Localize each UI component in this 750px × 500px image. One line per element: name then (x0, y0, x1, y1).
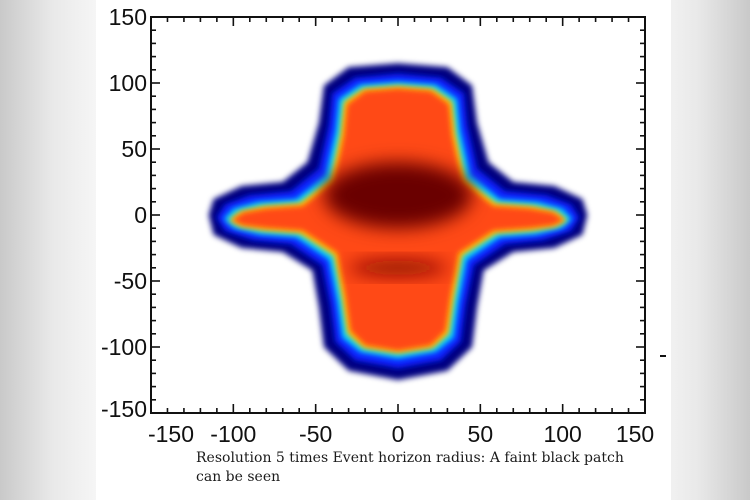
x-tick-label: -150 (148, 421, 194, 445)
heatmap-regions (208, 63, 588, 380)
y-tick-label: 50 (121, 136, 147, 162)
region-dark-patch-lower (348, 259, 448, 276)
x-tick-label: -50 (299, 421, 332, 445)
x-tick-label: 0 (392, 421, 405, 445)
figure: -150 -100 -50 0 50 100 150 -150 -100 -50 0 50 100 150… (96, 0, 671, 500)
y-tick-label: 0 (134, 202, 147, 228)
x-tick-label: 150 (616, 421, 654, 445)
y-tick-label: -150 (101, 396, 147, 422)
region-dark-patch-upper (323, 162, 473, 229)
heatmap-chart: -150 -100 -50 0 50 100 150 -150 -100 -50 0 50 100 150 (101, 4, 666, 445)
x-tick-label: -100 (210, 421, 256, 445)
y-tick-label: -100 (101, 334, 147, 360)
axis-ticks (150, 16, 646, 414)
x-tick-label: 100 (543, 421, 581, 445)
x-tick-label: 50 (468, 421, 494, 445)
axis-tick-labels: -150 -100 -50 0 50 100 150 -150 -100 -50 0 50 100 150 (101, 4, 654, 445)
figure-caption: Resolution 5 times Event horizon radius:… (196, 450, 624, 485)
y-tick-label: -50 (114, 268, 147, 294)
y-tick-label: 150 (109, 4, 147, 30)
y-tick-label: 100 (109, 70, 147, 96)
